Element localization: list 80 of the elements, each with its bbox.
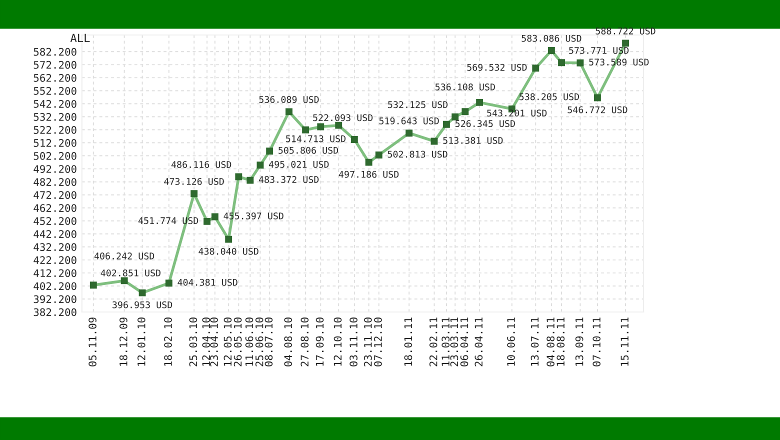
x-tick-label: 07.12.10 [374, 318, 382, 366]
data-label: 438.040 USD [198, 248, 258, 255]
y-tick-label: 552.200 [34, 86, 76, 95]
data-label: 536.108 USD [435, 84, 495, 90]
x-tick-label: 27.08.10 [300, 318, 309, 366]
data-label: 513.381 USD [443, 136, 503, 144]
x-tick-label: 10.06.11 [507, 318, 515, 366]
data-label: 532.125 USD [388, 101, 448, 108]
data-label: 583.086 USD [522, 34, 582, 42]
data-label: 569.532 USD [467, 64, 527, 71]
x-tick-label: 12.10.10 [334, 318, 342, 366]
data-label: 497.186 USD [338, 170, 399, 178]
x-tick-label: 22.02.11 [429, 318, 438, 366]
data-label: 406.242 USD [94, 252, 154, 260]
data-label: 546.772 USD [568, 106, 628, 114]
y-tick-label: 492.200 [34, 165, 76, 173]
x-tick-label: 07.10.11 [592, 318, 601, 366]
x-tick-label: 18.12.09 [119, 318, 128, 366]
y-tick-label: 522.200 [34, 126, 76, 134]
x-tick-label: 13.07.11 [530, 318, 539, 366]
x-tick-label: 17.09.10 [316, 318, 324, 366]
y-tick-label: 502.200 [34, 152, 76, 160]
x-tick-label: 06.04.11 [460, 318, 468, 366]
data-label: 502.813 USD [388, 150, 448, 158]
y-tick-label: 562.200 [34, 74, 76, 82]
x-tick-label: 11.03.11 [442, 318, 450, 366]
y-tick-label: 382.200 [34, 308, 76, 316]
y-tick-label: 462.200 [34, 204, 76, 212]
x-tick-label: 23.04.10 [210, 318, 218, 366]
x-tick-label: 18.02.10 [164, 318, 172, 366]
y-tick-label: 412.200 [34, 269, 76, 278]
y-tick-label: 512.200 [34, 139, 76, 147]
x-tick-label: 08.07.10 [264, 318, 273, 366]
x-tick-label: 12.05.10 [224, 318, 232, 366]
x-tick-label: 13.09.11 [575, 318, 584, 366]
x-tick-label: 11.06.10 [245, 318, 254, 366]
data-label: 536.089 USD [259, 96, 319, 103]
data-label: 473.126 USD [164, 178, 224, 185]
y-tick-label: 582.200 [34, 48, 76, 56]
x-tick-label: 12.01.10 [137, 318, 146, 366]
data-label: 486.116 USD [171, 161, 232, 168]
x-tick-label: 25.03.10 [189, 318, 198, 366]
data-label: 526.345 USD [455, 120, 515, 128]
x-tick-label: 23.03.11 [450, 318, 458, 366]
data-label: 505.806 USD [278, 146, 338, 154]
y-tick-label: 532.200 [34, 113, 76, 121]
y-tick-label: 392.200 [34, 295, 76, 304]
data-label: 543.201 USD [487, 110, 547, 117]
x-tick-label: 12.04.10 [202, 318, 210, 366]
data-label: 402.851 USD [100, 269, 160, 276]
y-tick-label: 482.200 [34, 178, 76, 186]
data-label: 495.021 USD [269, 160, 329, 168]
x-tick-label: 04.08.11 [546, 318, 555, 366]
y-tick-label: 542.200 [34, 100, 76, 108]
x-tick-label: 15.11.11 [620, 318, 629, 366]
x-tick-label: 18.08.11 [556, 318, 565, 366]
x-tick-label: 25.06.10 [255, 318, 264, 366]
data-label: 404.381 USD [178, 278, 238, 286]
chart-title: ALL [70, 34, 90, 42]
y-tick-label: 472.200 [34, 191, 76, 199]
x-tick-label: 03.11.10 [350, 318, 358, 366]
x-tick-label: 05.11.09 [88, 318, 96, 366]
data-label: 519.643 USD [379, 117, 439, 124]
y-tick-label: 432.200 [34, 243, 76, 252]
y-tick-label: 572.200 [34, 60, 76, 69]
y-tick-label: 452.200 [34, 217, 76, 226]
data-label: 538.205 USD [519, 93, 579, 100]
data-label: 483.372 USD [258, 176, 319, 183]
y-tick-label: 402.200 [34, 282, 76, 290]
x-tick-label: 23.11.10 [364, 318, 372, 366]
x-tick-label: 04.08.10 [284, 318, 292, 366]
x-tick-label: 26.04.11 [474, 318, 483, 366]
data-label: 588.722 USD [596, 28, 656, 34]
data-label: 522.093 USD [313, 114, 373, 122]
x-tick-label: 18.01.11 [404, 318, 412, 366]
y-tick-label: 422.200 [34, 256, 76, 264]
data-label: 514.713 USD [286, 135, 346, 142]
y-tick-label: 442.200 [34, 230, 76, 238]
data-label: 396.953 USD [112, 301, 172, 308]
x-tick-label: 26.05.10 [234, 318, 242, 366]
